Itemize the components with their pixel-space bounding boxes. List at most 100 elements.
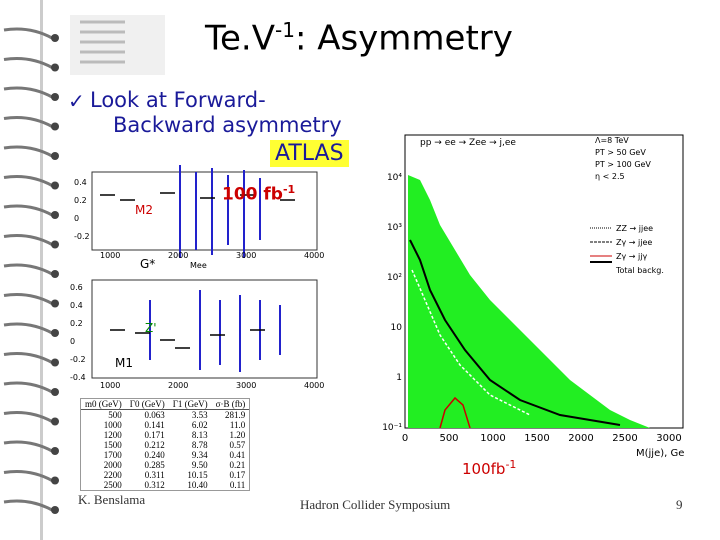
ring-hole <box>51 270 59 278</box>
table-row: 1700 0.240 9.34 0.41 <box>81 450 249 460</box>
legend-label: Zγ → jjee <box>616 238 652 247</box>
table-cell: 0.11 <box>229 480 246 490</box>
asym-points-lower <box>110 329 265 349</box>
table-cell: 1500 <box>103 440 122 450</box>
table-cell: 3.53 <box>191 410 208 420</box>
x-tick-label: 1000 <box>100 381 120 390</box>
ring <box>3 86 53 99</box>
lumi-sup: -1 <box>282 183 296 196</box>
y-tick-label: 0 <box>74 214 79 223</box>
lumi-label: 100 fb-1 <box>222 183 295 205</box>
y-tick-label: 0.6 <box>70 283 83 292</box>
table-cell: 8.78 <box>191 440 208 450</box>
table-box: m0 (GeV) Γ0 (GeV) Γ1 (GeV) σ·B (fb) 500 0.063… <box>80 398 251 491</box>
asym-points-upper <box>100 192 295 201</box>
binding-strip <box>0 0 44 540</box>
ring <box>3 116 53 128</box>
ring <box>3 204 53 217</box>
y-tick-label: 10² <box>387 273 402 283</box>
table-row: 2500 0.312 10.40 0.11 <box>81 480 249 490</box>
table-cell: 0.312 <box>144 480 165 490</box>
table-cell: 0.212 <box>144 440 165 450</box>
ring <box>3 27 53 40</box>
table-cell: 11.0 <box>229 420 246 430</box>
table-row: 1500 0.212 8.78 0.57 <box>81 440 249 450</box>
ring <box>3 145 53 158</box>
table-header: m0 (GeV) Γ0 (GeV) Γ1 (GeV) σ·B (fb) <box>81 399 250 410</box>
x-tick-label: 2500 <box>612 433 637 444</box>
slide-title: Te.V-1: Asymmetry <box>205 18 513 58</box>
ring-hole <box>51 63 59 72</box>
curve-label: M2 <box>135 203 153 217</box>
title-rest: : Asymmetry <box>294 18 513 59</box>
x-tick-label: 1000 <box>480 433 505 444</box>
header-lines <box>80 20 125 64</box>
x-tick-label: 4000 <box>304 251 324 260</box>
cut-label: η < 2.5 <box>595 172 625 181</box>
table-cell: 0.141 <box>144 420 165 430</box>
table-cell: 281.9 <box>225 410 246 420</box>
table-row: 2000 0.285 9.50 0.21 <box>81 460 249 470</box>
table-cell: 1000 <box>103 420 122 430</box>
legend-lines <box>590 227 612 263</box>
curve-label: Z' <box>145 321 157 335</box>
ring-hole <box>51 34 59 42</box>
y-tick-label: 0.2 <box>70 319 83 328</box>
ring-hole <box>51 476 59 485</box>
table-cell: 10.40 <box>187 480 208 490</box>
ring-hole <box>51 506 59 514</box>
model-label: G* <box>140 257 155 271</box>
ring <box>3 499 53 512</box>
ring-hole <box>51 329 59 337</box>
table-cell: 0.17 <box>229 470 246 480</box>
table-row: 2200 0.311 10.15 0.17 <box>81 470 249 480</box>
title-main: Te.V <box>205 18 275 59</box>
ring <box>3 440 53 453</box>
table-cell: 2500 <box>103 480 122 490</box>
check-mark: ✓ <box>68 89 85 113</box>
y-tick-label: 10⁴ <box>387 173 402 183</box>
y-tick-label: 10 <box>391 323 403 333</box>
ring-hole <box>51 299 59 308</box>
table-cell: 500 <box>108 410 122 420</box>
ring-hole <box>51 447 59 455</box>
ring <box>3 470 53 482</box>
table-cell: 2000 <box>103 460 122 470</box>
table-cell: 6.02 <box>191 420 208 430</box>
ring-hole <box>51 122 59 131</box>
x-tick-label: 3000 <box>236 251 256 260</box>
footer-page: 9 <box>676 497 683 512</box>
x-tick-label: 1500 <box>524 433 549 444</box>
footer-event: Hadron Collider Symposium <box>300 497 451 512</box>
legend-label: Zγ → jjγ <box>616 252 647 261</box>
ring-hole <box>51 211 59 219</box>
ring <box>3 352 53 364</box>
total-bkg <box>409 239 621 426</box>
x-tick-label: 500 <box>439 433 458 444</box>
ring <box>3 411 53 423</box>
table-cell: 10.15 <box>187 470 208 480</box>
atlas-badge: ATLAS <box>270 140 349 167</box>
ring-hole <box>51 388 59 396</box>
ring-hole <box>51 152 59 160</box>
legend-label: Total backg. <box>615 266 664 275</box>
model-label: M1 <box>115 356 133 370</box>
cut-label: Λ=8 TeV <box>595 136 629 145</box>
y-tick-label: -0.4 <box>70 373 86 382</box>
y-tick-label: 0 <box>70 337 75 346</box>
asym-plot-upper <box>91 171 318 251</box>
x-tick-label: 1000 <box>100 251 120 260</box>
table-cell: 0.063 <box>144 410 165 420</box>
lumi-label: 100fb-1 <box>462 458 516 478</box>
y-tick-label: 0.4 <box>74 178 87 187</box>
table-cell: 0.21 <box>229 460 246 470</box>
table-row: 1000 0.141 6.02 11.0 <box>81 420 249 430</box>
ring <box>3 57 53 69</box>
x-tick-label: 0 <box>402 433 408 444</box>
ring-hole <box>51 181 59 190</box>
table-cell: 9.34 <box>191 450 208 460</box>
y-tick-label: -0.2 <box>74 232 90 241</box>
table-head-cell: Γ1 (GeV) <box>168 399 212 410</box>
